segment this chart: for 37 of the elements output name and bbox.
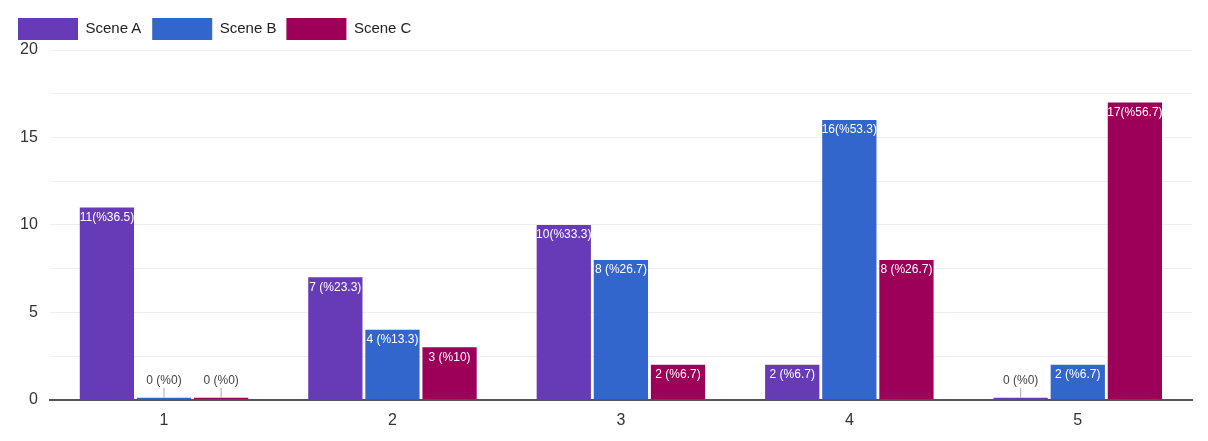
data-label: 3 (%10) bbox=[428, 349, 471, 364]
bar bbox=[365, 329, 420, 400]
data-label: 10(%33.3) bbox=[536, 227, 592, 242]
legend-label: Scene C bbox=[353, 19, 412, 37]
y-tick-label: 15 bbox=[20, 127, 38, 145]
data-label: 0 (%0) bbox=[203, 373, 239, 388]
legend-label: Scene A bbox=[85, 19, 142, 37]
bar bbox=[422, 347, 477, 400]
data-label: 7 (%23.3) bbox=[309, 279, 362, 294]
x-tick-label: 4 bbox=[844, 410, 854, 428]
bar bbox=[1107, 102, 1163, 400]
x-tick-label: 3 bbox=[616, 410, 626, 428]
bar bbox=[536, 224, 591, 400]
y-tick-label: 0 bbox=[28, 390, 38, 408]
legend-label: Scene B bbox=[219, 19, 277, 37]
x-tick-label: 2 bbox=[388, 410, 397, 428]
bar bbox=[593, 259, 649, 400]
data-label: 11(%36.5) bbox=[79, 209, 135, 224]
bar bbox=[308, 277, 363, 400]
data-label: 16(%53.3) bbox=[821, 122, 878, 137]
data-label: 2 (%6.7) bbox=[1055, 367, 1101, 382]
data-label: 2 (%6.7) bbox=[769, 367, 815, 382]
y-tick-label: 5 bbox=[28, 302, 38, 320]
data-label: 17(%56.7) bbox=[1107, 104, 1163, 119]
x-tick-label: 1 bbox=[159, 410, 169, 428]
data-label: 0 (%0) bbox=[1003, 373, 1039, 388]
bar bbox=[79, 207, 135, 400]
data-label: 2 (%6.7) bbox=[655, 367, 701, 382]
bar bbox=[879, 259, 934, 400]
y-tick-label: 20 bbox=[20, 40, 38, 58]
data-label: 4 (%13.3) bbox=[366, 332, 419, 347]
data-label: 0 (%0) bbox=[146, 373, 182, 388]
bar bbox=[822, 119, 877, 400]
data-label: 8 (%26.7) bbox=[880, 262, 933, 277]
x-tick-label: 5 bbox=[1073, 410, 1083, 428]
y-tick-label: 10 bbox=[20, 215, 38, 233]
data-label: 8 (%26.7) bbox=[594, 262, 647, 277]
